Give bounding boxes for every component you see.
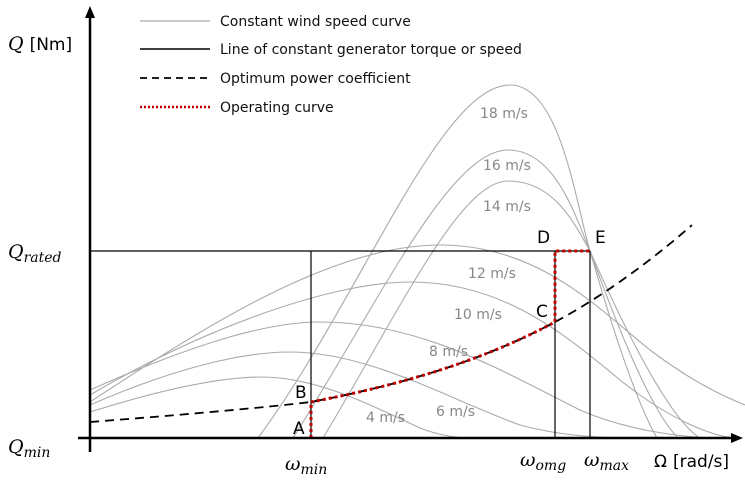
legend-label-optimum: Optimum power coefficient	[220, 71, 411, 87]
point-C: C	[536, 302, 548, 322]
curve-10ms	[89, 281, 734, 439]
point-E: E	[595, 228, 606, 248]
y-axis-label: Q [Nm]	[8, 33, 72, 55]
curve-18ms	[257, 84, 658, 439]
curve-14ms	[322, 180, 701, 439]
operating-curve	[309, 249, 590, 438]
label-10ms: 10 m/s	[454, 307, 502, 323]
label-4ms: 4 m/s	[366, 410, 405, 426]
curve-6ms	[89, 351, 641, 439]
axes	[78, 14, 734, 452]
w-omg-label: ωomg	[520, 449, 566, 474]
label-12ms: 12 m/s	[468, 266, 516, 282]
legend-label-operating: Operating curve	[220, 100, 334, 116]
w-max-label: ωmax	[584, 449, 629, 474]
q-min-label: Qmin	[8, 436, 50, 461]
point-B: B	[295, 383, 307, 403]
point-A: A	[293, 419, 305, 439]
y-axis-arrow	[85, 6, 95, 18]
optimum-cp-curve	[89, 224, 693, 423]
curve-8ms	[89, 321, 721, 439]
w-min-label: ωmin	[285, 453, 327, 478]
wind-speed-curves	[89, 84, 745, 439]
label-16ms: 16 m/s	[483, 158, 531, 174]
legend-label-wind: Constant wind speed curve	[220, 14, 411, 30]
curve-12ms	[89, 244, 745, 406]
x-axis-label: Ω [rad/s]	[654, 452, 729, 472]
label-14ms: 14 m/s	[483, 199, 531, 215]
q-rated-label: Qrated	[8, 241, 62, 266]
label-6ms: 6 m/s	[436, 404, 475, 420]
curve-4ms	[89, 376, 471, 439]
label-18ms: 18 m/s	[480, 106, 528, 122]
x-axis-arrow	[731, 433, 743, 443]
legend: Constant wind speed curve Line of consta…	[140, 14, 522, 116]
point-D: D	[537, 228, 550, 248]
curve-16ms	[292, 149, 679, 439]
label-8ms: 8 m/s	[429, 344, 468, 360]
legend-label-constant: Line of constant generator torque or spe…	[220, 42, 522, 58]
